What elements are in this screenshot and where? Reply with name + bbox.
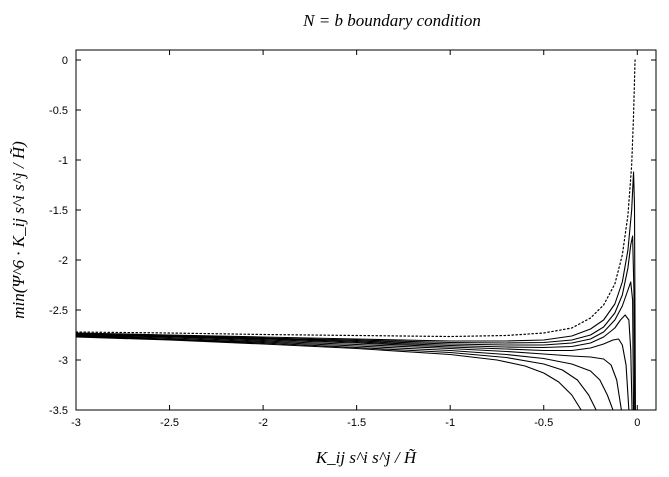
x-tick-label: -0.5 [534, 417, 553, 429]
plot-frame [75, 49, 657, 411]
x-axis-label: K_ij s^i s^j / H̃ [315, 448, 418, 467]
series-line-5 [76, 334, 630, 410]
series-layer [76, 59, 636, 410]
chart-title: N = b boundary condition [302, 11, 481, 30]
series-line-2 [76, 235, 636, 410]
x-tick-label: -3 [71, 417, 81, 429]
series-line-7 [76, 335, 614, 410]
series-line-4 [76, 314, 633, 410]
y-tick-label: -2 [58, 255, 68, 267]
y-tick-label: -2.5 [49, 305, 68, 317]
series-line-9 [76, 336, 582, 410]
x-tick-label: -2 [258, 417, 268, 429]
series-line-3 [76, 281, 635, 410]
series-line-8 [76, 335, 597, 410]
y-tick-label: -3 [58, 355, 68, 367]
series-line-dotted [76, 59, 636, 338]
y-tick-label: -1.5 [49, 205, 68, 217]
x-tick-label: 0 [634, 417, 640, 429]
y-tick-label: -0.5 [49, 105, 68, 117]
y-axis-ticks: 0 -0.5 -1 -1.5 -2 -2.5 -3 -3.5 [49, 55, 656, 417]
y-tick-label: -1 [58, 155, 68, 167]
x-tick-label: -1 [445, 417, 455, 429]
series-line-1 [76, 171, 636, 410]
x-tick-label: -1.5 [347, 417, 366, 429]
x-axis-ticks: -3 -2.5 -2 -1.5 -1 -0.5 0 [71, 50, 640, 429]
series-line-6 [76, 334, 622, 410]
x-tick-label: -2.5 [160, 417, 179, 429]
y-tick-label: 0 [62, 55, 68, 67]
y-tick-label: -3.5 [49, 405, 68, 417]
y-axis-label: min(Ψ^6 · K_ij s^i s^j / H̃) [9, 141, 28, 319]
